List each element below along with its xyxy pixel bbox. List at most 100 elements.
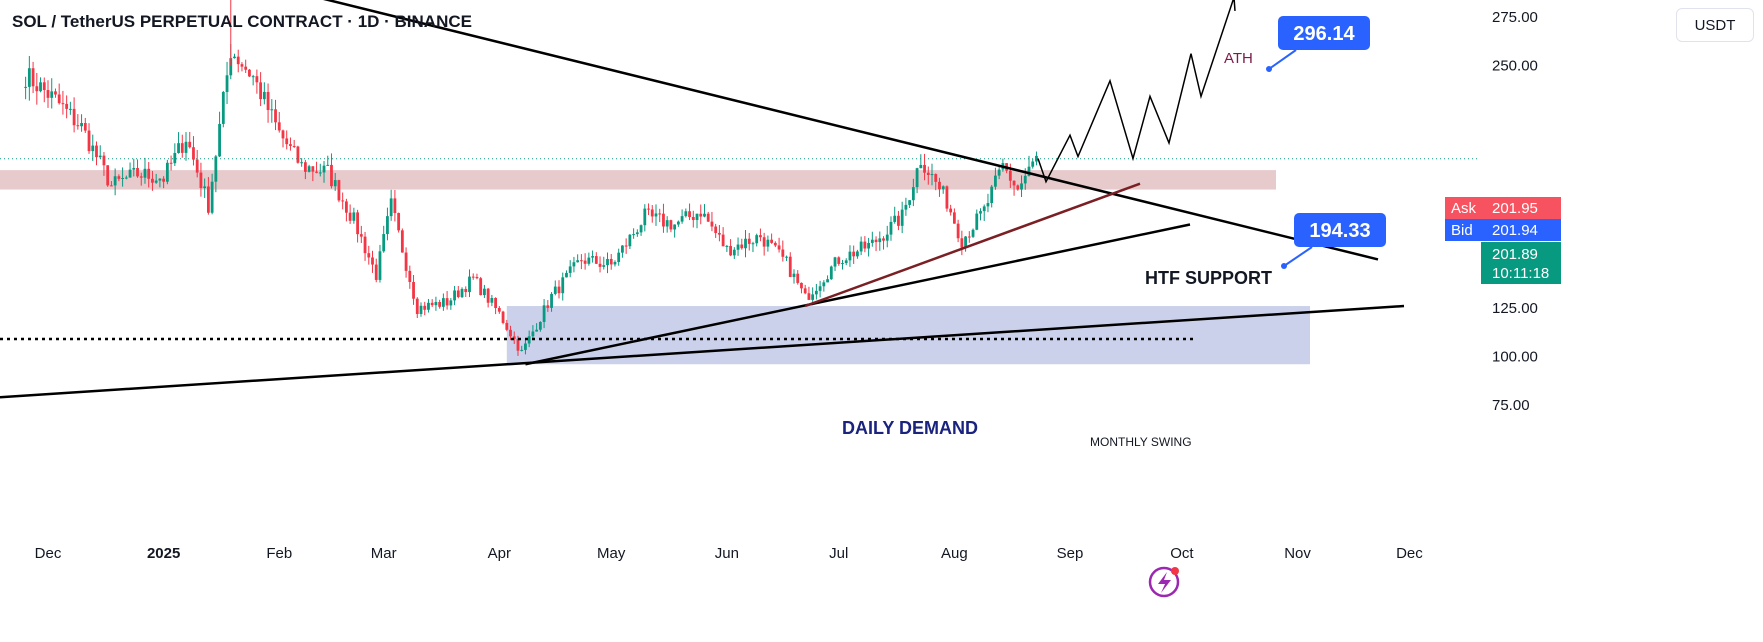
- candle-body: [39, 82, 42, 92]
- ask-value: 201.95: [1492, 200, 1538, 217]
- candle: [882, 236, 885, 250]
- candle: [266, 83, 270, 123]
- candle-body: [192, 147, 195, 160]
- candle: [691, 210, 695, 228]
- candle: [766, 235, 770, 252]
- candle-body: [240, 64, 244, 67]
- candle: [330, 153, 333, 189]
- candle-body: [87, 130, 91, 152]
- candle: [915, 167, 919, 194]
- countdown-timer: 10:11:18: [1492, 265, 1549, 282]
- candle: [479, 276, 483, 296]
- candle: [50, 78, 54, 109]
- red-support-trendline: [804, 182, 1141, 308]
- candle-body: [960, 238, 964, 248]
- candle: [695, 213, 699, 229]
- candle-body: [57, 94, 61, 104]
- candle-body: [673, 224, 677, 230]
- candle-body: [751, 243, 755, 245]
- candle: [714, 223, 718, 238]
- candle-body: [76, 125, 80, 127]
- candle: [594, 252, 598, 264]
- ath-callout-pointer: [1268, 49, 1297, 70]
- candle-body: [389, 198, 393, 217]
- candle: [837, 256, 841, 266]
- candle: [363, 231, 367, 261]
- candle-body: [747, 238, 751, 244]
- candle-body: [244, 66, 248, 70]
- candle-body: [822, 282, 826, 287]
- candle: [856, 249, 859, 259]
- candle-body: [468, 276, 471, 293]
- candle: [781, 240, 785, 262]
- candle: [688, 203, 691, 221]
- candle: [680, 209, 684, 224]
- candle: [512, 331, 516, 344]
- candle-body: [203, 186, 207, 189]
- candle-body: [121, 178, 124, 180]
- candle-body: [546, 305, 550, 308]
- candle-body: [941, 186, 945, 190]
- time-tick-label: Nov: [1284, 545, 1311, 562]
- candle: [441, 293, 445, 311]
- candle-body: [542, 305, 546, 322]
- candle: [550, 292, 553, 312]
- candle-body: [915, 168, 919, 188]
- candle-body: [229, 58, 233, 76]
- candle-body: [1035, 155, 1038, 162]
- candle: [908, 200, 912, 208]
- candle-body: [609, 258, 613, 265]
- candle: [639, 224, 643, 236]
- candle: [404, 247, 408, 278]
- candle: [632, 228, 636, 239]
- candle: [80, 114, 83, 132]
- candle-body: [393, 198, 397, 214]
- candle-body: [210, 181, 214, 213]
- candle-body: [471, 276, 475, 278]
- candle-body: [248, 69, 251, 77]
- time-axis[interactable]: Dec 2025 Feb Mar Apr May Jun Jul Aug Sep Oct Nov Dec: [35, 545, 1424, 562]
- candle: [647, 203, 650, 216]
- candle: [721, 227, 725, 247]
- candle: [658, 208, 662, 223]
- candle: [844, 258, 848, 266]
- candle-body: [501, 311, 505, 323]
- candle: [68, 101, 72, 115]
- candle: [829, 265, 833, 280]
- candle-body: [68, 108, 72, 110]
- htf-callout-box: [1294, 213, 1386, 247]
- candle-body: [833, 257, 837, 267]
- candle-body: [195, 159, 199, 173]
- candle: [762, 232, 766, 256]
- candle-body: [621, 245, 624, 253]
- candle-body: [572, 262, 576, 267]
- candle: [960, 230, 964, 256]
- currency-button[interactable]: USDT: [1676, 8, 1754, 42]
- candle-body: [617, 252, 621, 263]
- candle-body: [95, 145, 98, 158]
- candle: [964, 236, 967, 252]
- candle: [464, 286, 468, 297]
- candle: [602, 256, 606, 270]
- candle: [195, 149, 199, 178]
- candle-body: [262, 91, 266, 100]
- candle-body: [740, 244, 744, 249]
- price-axis[interactable]: 300.00275.00250.00175.00150.00125.00100.…: [1478, 0, 1763, 642]
- candle-body: [744, 238, 747, 249]
- candle: [796, 270, 800, 285]
- candle: [747, 232, 751, 251]
- htf-support-zone: [0, 170, 1276, 190]
- candle: [665, 216, 669, 233]
- candle: [736, 237, 740, 256]
- candle-body: [870, 239, 874, 243]
- candle: [240, 62, 244, 72]
- candle: [274, 99, 277, 131]
- candle-body: [628, 234, 632, 247]
- candle-body: [729, 245, 732, 256]
- candle: [878, 231, 882, 251]
- candle-body: [509, 329, 512, 337]
- candle: [57, 83, 61, 105]
- time-tick-label: Dec: [1396, 545, 1423, 562]
- candle: [54, 88, 57, 98]
